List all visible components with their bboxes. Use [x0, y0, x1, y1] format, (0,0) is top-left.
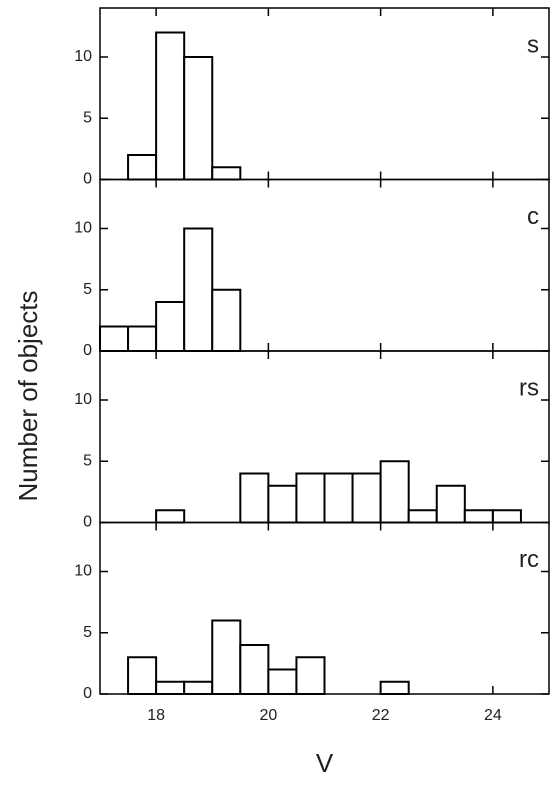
- panel-label: c: [527, 203, 539, 230]
- y-tick-label: 5: [83, 452, 92, 469]
- x-tick-label: 18: [147, 707, 165, 724]
- histogram-bar: [99, 325, 130, 352]
- histogram-bar: [127, 154, 158, 181]
- panel-label: rs: [519, 374, 539, 401]
- histogram-bar: [463, 509, 494, 524]
- y-tick-label: 10: [74, 563, 92, 580]
- y-tick-label: 0: [83, 342, 92, 359]
- histogram-bar: [267, 668, 298, 695]
- histogram-bar: [239, 472, 270, 524]
- panel-frame: [99, 521, 550, 695]
- histogram-bar: [295, 656, 326, 695]
- y-tick-label: 0: [83, 685, 92, 702]
- histogram-bar: [323, 472, 354, 524]
- x-tick-label: 20: [259, 707, 277, 724]
- histogram-bar: [211, 288, 242, 352]
- histogram-bar: [183, 56, 214, 181]
- histogram-bar: [435, 484, 466, 524]
- histogram-bar: [239, 644, 270, 695]
- x-tick-label: 22: [372, 707, 390, 724]
- y-tick-label: 5: [83, 624, 92, 641]
- y-tick-label: 5: [83, 109, 92, 126]
- panel-label: s: [527, 31, 539, 58]
- histogram-bar: [155, 509, 186, 524]
- y-tick-label: 0: [83, 514, 92, 531]
- histogram-bar: [407, 509, 438, 524]
- histogram-bar: [127, 656, 158, 695]
- y-tick-label: 10: [74, 48, 92, 65]
- histogram-bar: [155, 680, 186, 695]
- panel-label: rc: [519, 546, 539, 573]
- histogram-bar: [155, 31, 186, 181]
- x-tick-label: 24: [484, 707, 502, 724]
- histogram-bar: [491, 509, 522, 524]
- y-tick-label: 10: [74, 391, 92, 408]
- y-tick-label: 0: [83, 171, 92, 188]
- x-axis-label: V: [316, 748, 334, 778]
- histogram-bar: [183, 680, 214, 695]
- histogram-bar: [183, 227, 214, 352]
- y-tick-label: 10: [74, 220, 92, 237]
- histogram-bar: [379, 460, 410, 524]
- histogram-bar: [295, 472, 326, 524]
- histogram-bar: [211, 166, 242, 181]
- histogram-bar: [379, 680, 410, 695]
- histogram-bar: [351, 472, 382, 524]
- y-axis-label: Number of objects: [13, 291, 43, 502]
- histogram-bar: [211, 619, 242, 695]
- histogram-bar: [267, 484, 298, 524]
- y-tick-label: 5: [83, 281, 92, 298]
- histogram-bar: [155, 301, 186, 352]
- histogram-bar: [127, 325, 158, 352]
